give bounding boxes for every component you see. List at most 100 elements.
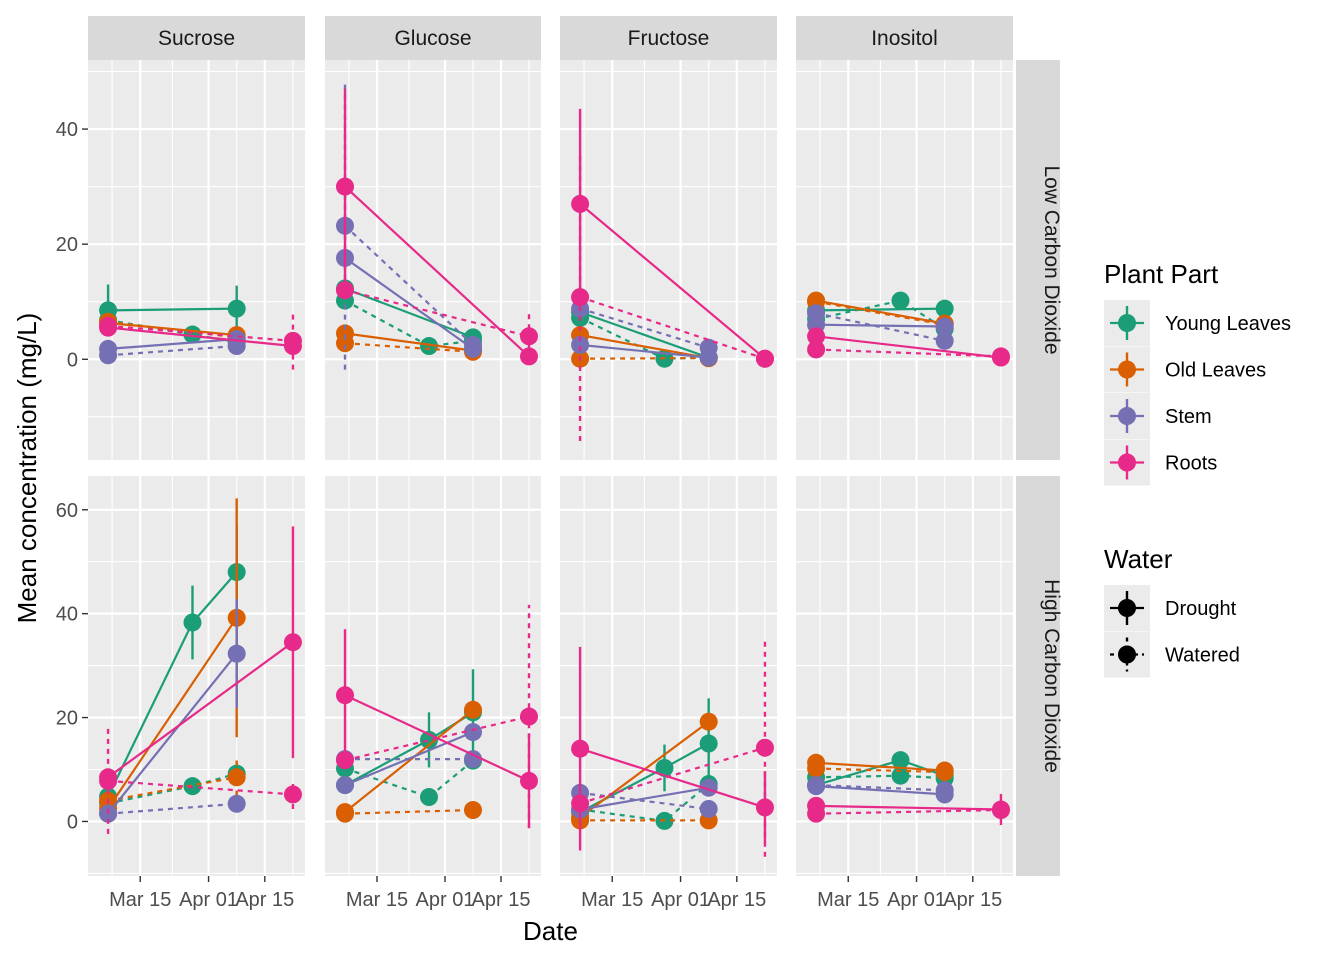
data-point [99, 316, 118, 335]
data-point [336, 281, 354, 300]
legend-label: Young Leaves [1165, 313, 1291, 335]
series-line [579, 307, 710, 349]
series-line [108, 344, 237, 357]
data-point [336, 334, 354, 353]
series-line [344, 289, 530, 338]
series-line [816, 767, 945, 774]
series-line [579, 343, 709, 359]
y-tick-label: 0 [67, 349, 78, 371]
data-point [807, 304, 826, 323]
x-tick-label: Apr 01 [887, 889, 946, 911]
data-point [99, 346, 118, 365]
series-roots-watered [336, 281, 538, 360]
series-line [579, 203, 766, 360]
data-point [336, 751, 354, 770]
series-line [107, 326, 294, 348]
legend: Plant Part Young Leaves Old Leaves Stem Root… [1104, 259, 1291, 678]
data-point [571, 739, 590, 758]
data-point [227, 644, 246, 663]
series-line [108, 779, 293, 796]
legend-label: Old Leaves [1165, 360, 1266, 382]
series-roots-drought [336, 88, 538, 366]
data-point [991, 347, 1010, 366]
data-point [755, 349, 774, 368]
series-line [344, 808, 474, 815]
series-line [107, 641, 294, 779]
x-tick-label: Mar 15 [346, 889, 408, 911]
legend-label: Drought [1165, 598, 1237, 620]
data-point [520, 327, 538, 346]
data-point [227, 768, 246, 787]
series-roots-watered [571, 153, 774, 442]
data-point [699, 778, 718, 797]
data-point [336, 804, 354, 823]
data-point [807, 776, 826, 795]
data-point [807, 340, 826, 359]
y-tick-label: 40 [56, 119, 78, 141]
series-roots-watered [571, 638, 774, 857]
data-point [699, 799, 718, 818]
series-line [107, 653, 238, 815]
series-line [815, 299, 946, 330]
data-point [336, 686, 354, 705]
data-point [991, 801, 1010, 820]
row-strip [1016, 60, 1060, 460]
data-point [655, 758, 674, 777]
y-tick-label: 20 [56, 708, 78, 730]
data-point [699, 712, 718, 731]
legend-key-point [1118, 314, 1136, 332]
x-tick-label: Apr 15 [943, 889, 1002, 911]
data-point [520, 771, 538, 790]
legend-title-plant-part: Plant Part [1104, 259, 1219, 289]
series-stem-watered [807, 304, 954, 350]
y-tick-label: 60 [56, 500, 78, 522]
data-point [755, 738, 774, 757]
data-point [336, 177, 354, 196]
data-point [571, 194, 590, 213]
series-old-leaves-watered [336, 801, 482, 823]
panel-background [325, 476, 541, 876]
series-line [108, 307, 237, 312]
series-line [108, 324, 293, 342]
y-tick-label: 0 [67, 811, 78, 833]
x-tick-label: Mar 15 [817, 889, 879, 911]
data-point [520, 707, 538, 726]
data-point [283, 633, 302, 652]
panel-background [88, 60, 305, 460]
x-tick-label: Apr 15 [235, 889, 294, 911]
column-strip-label: Inositol [871, 27, 938, 50]
series-line [344, 332, 474, 352]
data-point [807, 804, 826, 823]
series-line [816, 808, 1001, 815]
column-strip [560, 16, 777, 60]
data-point [283, 331, 302, 350]
row-strip [1016, 476, 1060, 876]
row-strip-label: High Carbon Dioxide [1040, 579, 1063, 773]
series-line [107, 776, 237, 802]
panel-background [796, 476, 1013, 876]
data-point [571, 288, 590, 307]
x-tick-label: Mar 15 [109, 889, 171, 911]
column-strip-label: Fructose [628, 27, 710, 50]
series-line [815, 300, 945, 326]
series-line [579, 334, 709, 360]
data-point [935, 763, 954, 782]
series-line [579, 783, 710, 823]
series-line [579, 746, 766, 805]
panels: Sucrose Glucose Fructose Inositol Low Carbon… [88, 16, 1063, 876]
x-tick-label: Apr 15 [707, 889, 766, 911]
series-line [579, 311, 710, 359]
data-point [464, 750, 482, 769]
series-line [344, 342, 474, 353]
series-stem-watered [807, 776, 954, 800]
series-line [816, 761, 945, 772]
legend-key-point [1118, 453, 1136, 472]
data-point [420, 337, 438, 356]
series-line [107, 320, 237, 339]
column-strip-label: Sucrose [158, 27, 235, 50]
data-point [336, 776, 354, 795]
series-roots-watered [807, 340, 1010, 366]
series-roots-watered [99, 727, 302, 834]
